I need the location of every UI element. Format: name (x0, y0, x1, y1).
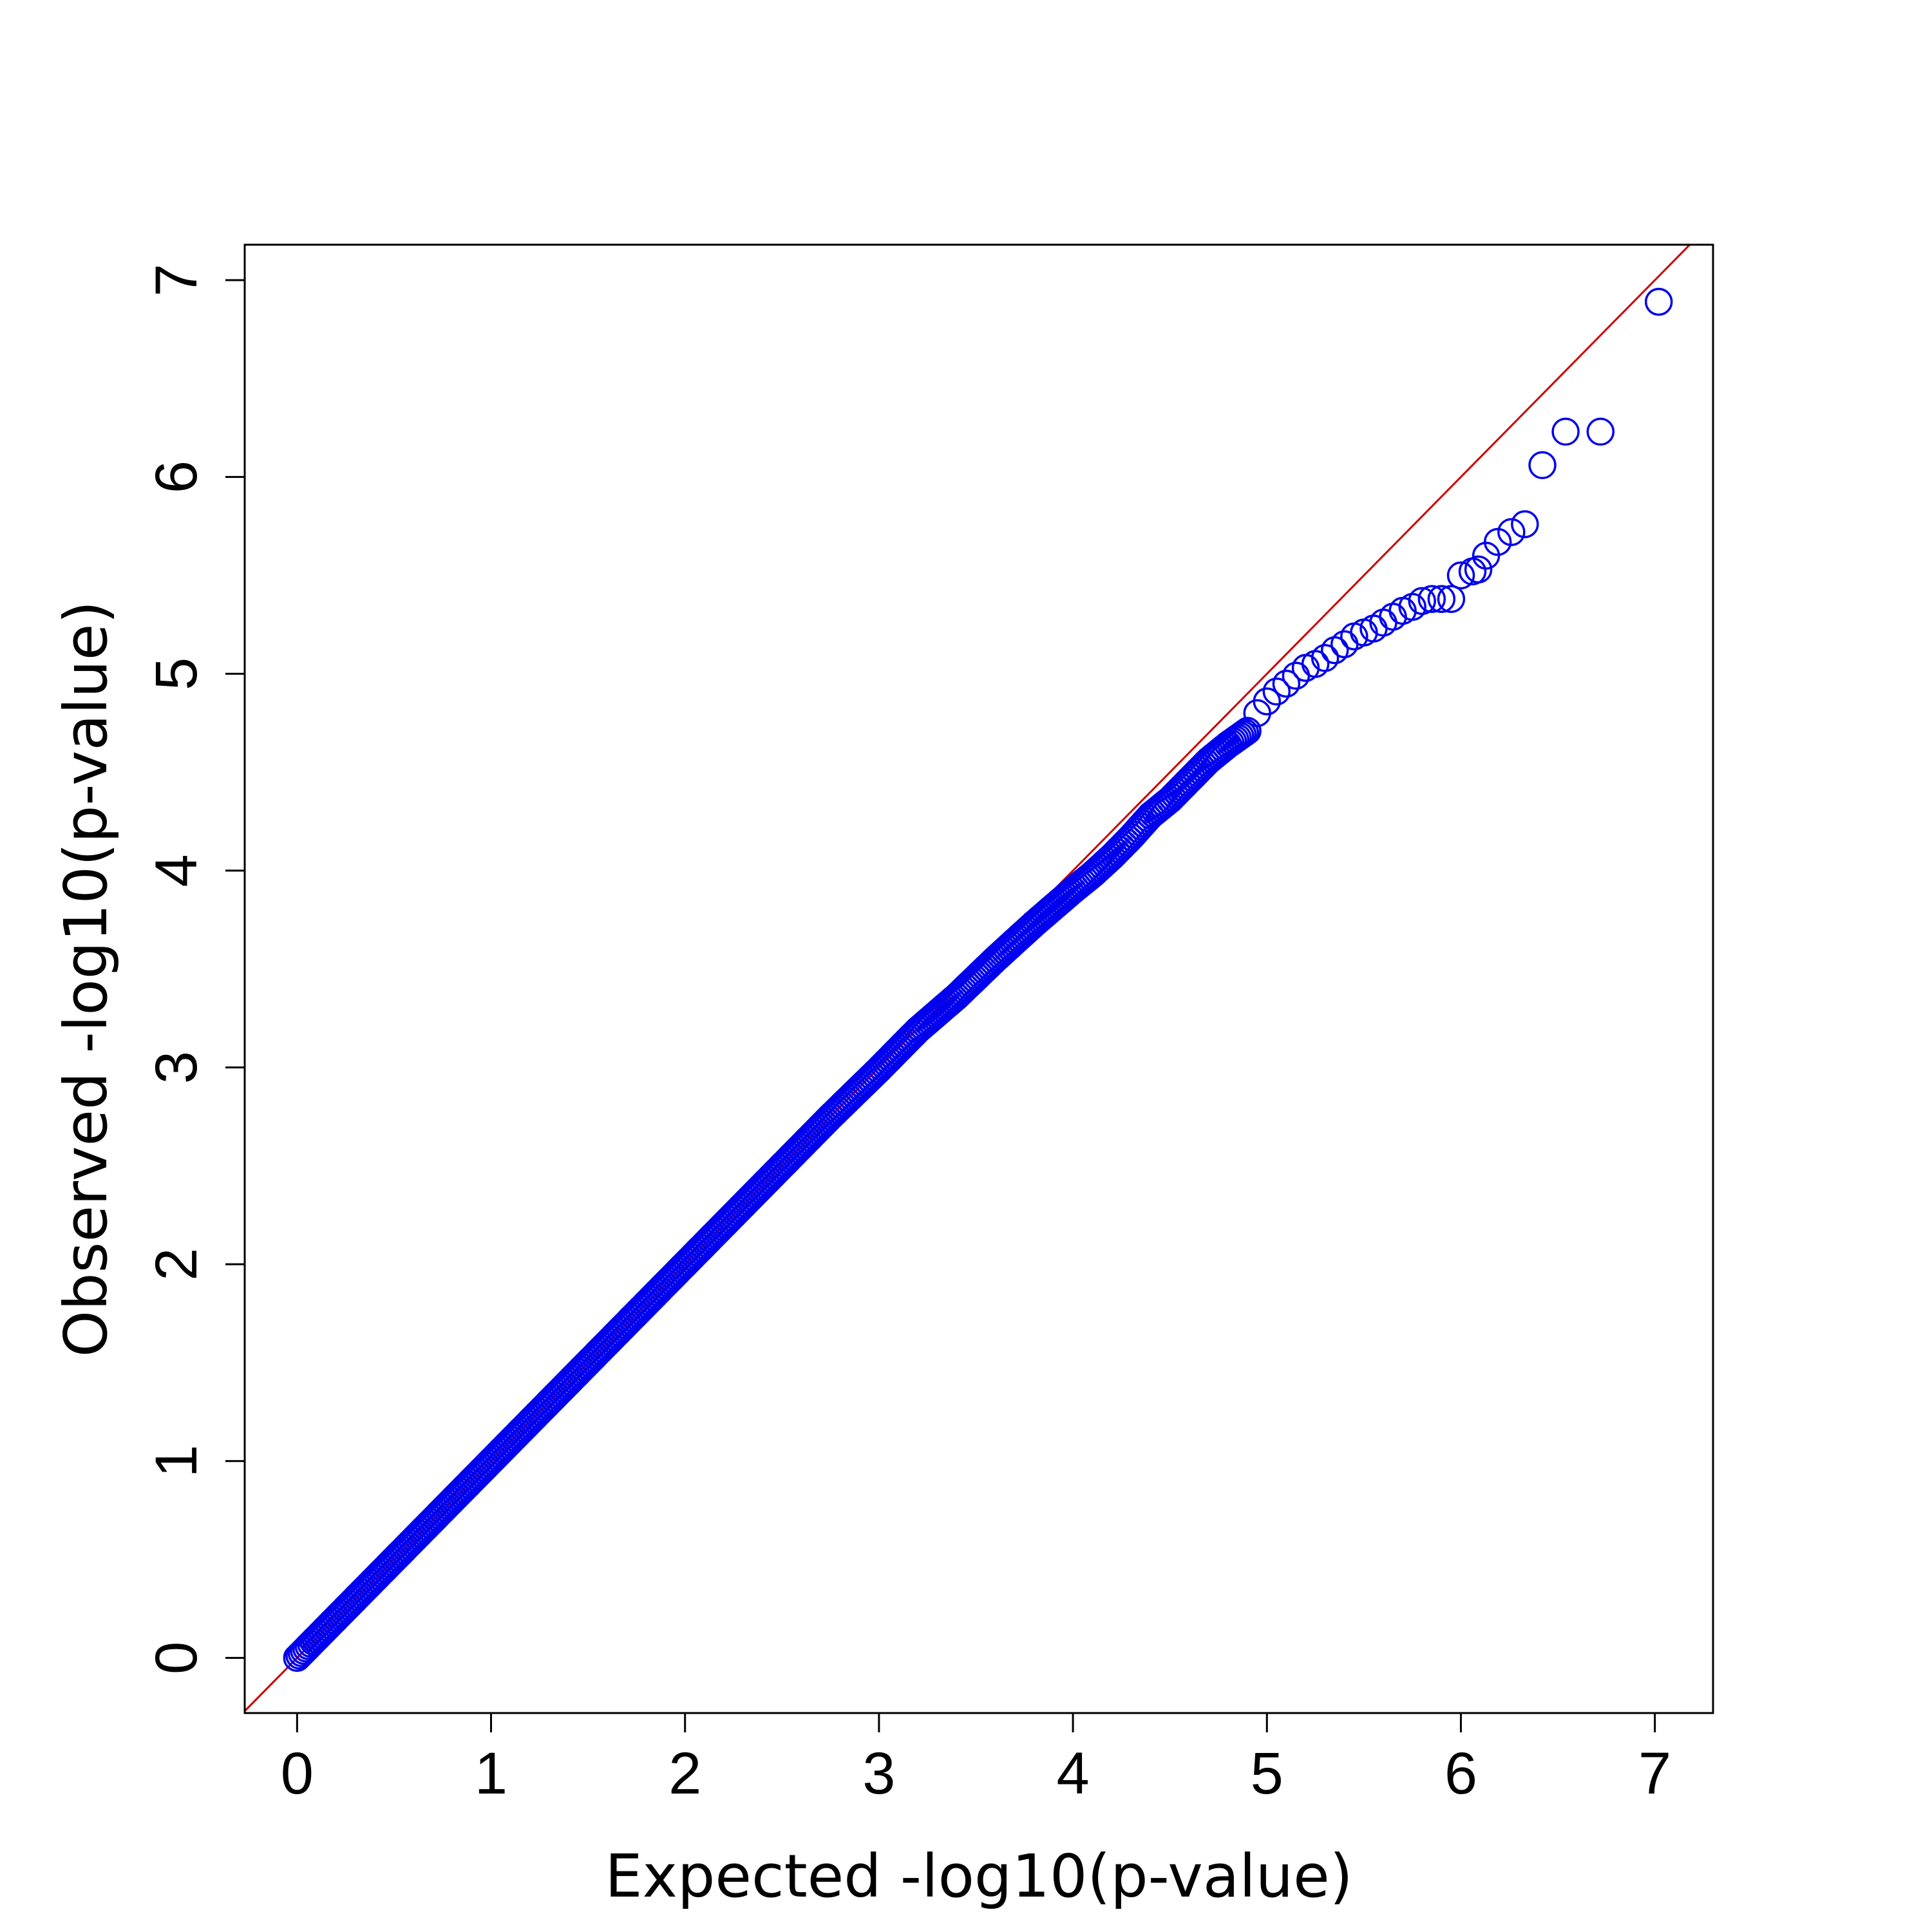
data-point (1511, 510, 1539, 538)
y-tick-label: 4 (144, 854, 209, 887)
y-tick-label: 7 (144, 263, 209, 296)
x-tick-label: 5 (1251, 1741, 1283, 1806)
y-tick-label: 3 (144, 1051, 209, 1084)
x-tick-label: 3 (862, 1741, 895, 1806)
data-point (1272, 669, 1301, 698)
x-tick-label: 1 (475, 1741, 507, 1806)
y-axis: 0 1 2 3 4 5 6 7 (144, 263, 245, 1674)
y-tick-label: 2 (144, 1248, 209, 1281)
x-tick-label: 4 (1056, 1741, 1089, 1806)
x-tick-label: 7 (1638, 1741, 1671, 1806)
data-point (1233, 717, 1262, 745)
data-point (1427, 585, 1456, 613)
data-point (1369, 609, 1397, 637)
plot-frame (243, 243, 1714, 1714)
data-point (1586, 417, 1615, 446)
data-point (1644, 287, 1673, 316)
data-point (1224, 723, 1252, 752)
data-point (1446, 561, 1475, 590)
data-point (1464, 555, 1493, 584)
data-point (1408, 587, 1436, 615)
data-point (1528, 451, 1557, 480)
data-point (1417, 585, 1446, 613)
data-point (1253, 687, 1282, 715)
y-tick-label: 5 (144, 658, 209, 690)
data-point (1311, 644, 1340, 672)
points-layer (283, 287, 1673, 1672)
data-point (1551, 417, 1580, 446)
data-point (1437, 585, 1466, 613)
y-tick-label: 0 (144, 1642, 209, 1674)
data-point (1497, 518, 1526, 546)
x-tick-label: 0 (281, 1741, 314, 1806)
y-tick-label: 6 (144, 460, 209, 493)
x-tick-label: 2 (668, 1741, 701, 1806)
data-point (1301, 650, 1330, 678)
data-point (1226, 722, 1255, 750)
data-point (1379, 602, 1407, 631)
y-tick-label: 1 (144, 1444, 209, 1477)
y-axis-title: Observed -log10(p-value) (52, 601, 120, 1358)
x-axis-title: Expected -log10(p-value) (605, 1842, 1352, 1911)
data-point (1228, 720, 1257, 749)
data-point (1262, 677, 1291, 706)
x-axis: 0 1 2 3 4 5 6 7 (281, 1713, 1671, 1806)
x-tick-label: 6 (1444, 1741, 1477, 1806)
